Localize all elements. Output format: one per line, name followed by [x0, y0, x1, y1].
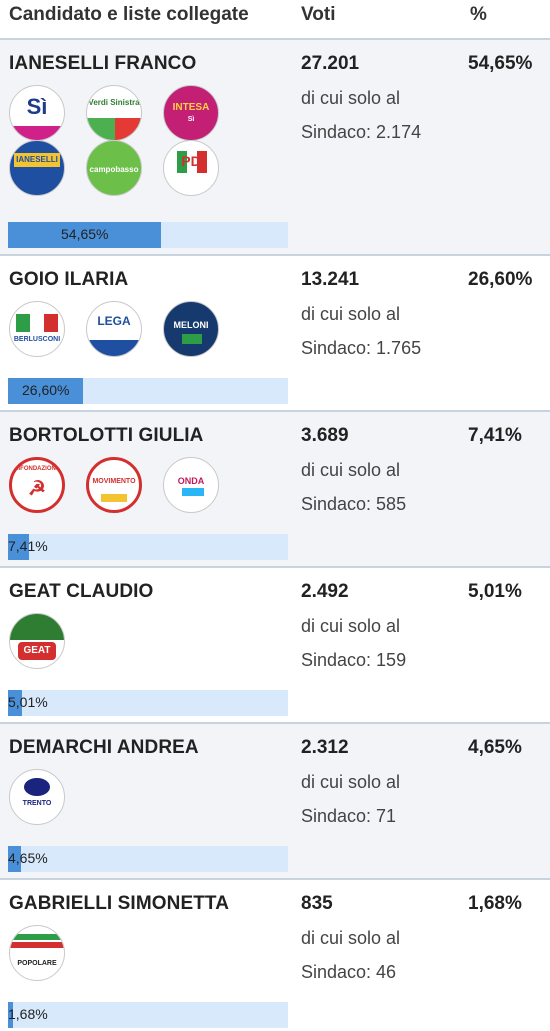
percentage-bar: 1,68%	[8, 1002, 288, 1028]
movimento-2050-logo: MOVIMENTO	[86, 457, 142, 513]
candidate-row: IANESELLI FRANCO 27.201 di cui solo al S…	[0, 40, 550, 256]
candidate-votes: 27.201	[301, 53, 360, 74]
percentage-bar: 26,60%	[8, 378, 288, 404]
percentage-bar-label: 4,65%	[8, 850, 48, 866]
sindaco-votes: Sindaco: 2.174	[301, 122, 422, 142]
candidate-percent: 1,68%	[468, 893, 522, 914]
candidate-votes: 2.492	[301, 581, 349, 602]
intesa-ianeselli-logo: INTESA Sì	[163, 85, 219, 141]
votes-subtext: di cui solo al	[301, 616, 401, 636]
candidate-name: DEMARCHI ANDREA	[9, 737, 199, 758]
ianeselli-insieme-trento-logo: IANESELLI	[9, 140, 65, 196]
votes-subtext: di cui solo al	[301, 304, 401, 324]
rifondazione-comunista-logo: RIFONDAZIONE ☭	[9, 457, 65, 513]
candidate-percent: 54,65%	[468, 53, 533, 74]
percentage-bar-fill	[8, 846, 21, 872]
percentage-bar: 4,65%	[8, 846, 288, 872]
percentage-bar-fill	[8, 690, 22, 716]
header-percent: %	[470, 4, 487, 25]
percentage-bar-label: 5,01%	[8, 694, 48, 710]
candidate-name: GOIO ILARIA	[9, 269, 129, 290]
candidate-percent: 7,41%	[468, 425, 522, 446]
results-table-header: Candidato e liste collegate Voti %	[0, 0, 550, 40]
demarchi-civic-list-logo: TRENTO	[9, 769, 65, 825]
votes-subtext: di cui solo al	[301, 928, 401, 948]
campobasso-logo: campobasso	[86, 140, 142, 196]
percentage-bar-label: 1,68%	[8, 1006, 48, 1022]
lega-salvini-logo: LEGA	[86, 301, 142, 357]
candidate-row: GABRIELLI SIMONETTA 835 di cui solo al S…	[0, 880, 550, 1031]
candidate-row: GEAT CLAUDIO 2.492 di cui solo al Sindac…	[0, 568, 550, 724]
candidate-row: BORTOLOTTI GIULIA 3.689 di cui solo al S…	[0, 412, 550, 568]
sindaco-votes: Sindaco: 46	[301, 962, 397, 982]
si-logo: Sì	[9, 85, 65, 141]
votes-subtext: di cui solo al	[301, 772, 401, 792]
candidate-percent: 26,60%	[468, 269, 533, 290]
percentage-bar-fill	[8, 534, 29, 560]
candidate-votes: 835	[301, 893, 333, 914]
candidate-percent: 5,01%	[468, 581, 522, 602]
percentage-bar-fill	[8, 222, 161, 248]
candidate-name: GABRIELLI SIMONETTA	[9, 893, 230, 914]
percentage-bar: 7,41%	[8, 534, 288, 560]
sindaco-votes: Sindaco: 1.765	[301, 338, 422, 358]
candidate-votes: 13.241	[301, 269, 360, 290]
sindaco-votes: Sindaco: 159	[301, 650, 407, 670]
candidate-row: DEMARCHI ANDREA 2.312 di cui solo al Sin…	[0, 724, 550, 880]
democrazia-sovrana-popolare-logo: POPOLARE	[9, 925, 65, 981]
header-candidate: Candidato e liste collegate	[9, 4, 249, 25]
candidate-row: GOIO ILARIA 13.241 di cui solo al Sindac…	[0, 256, 550, 412]
generazione-geat-logo: GEAT	[9, 613, 65, 669]
sindaco-votes: Sindaco: 585	[301, 494, 407, 514]
percentage-bar-fill	[8, 1002, 13, 1028]
candidate-name: GEAT CLAUDIO	[9, 581, 154, 602]
candidate-percent: 4,65%	[468, 737, 522, 758]
votes-subtext: di cui solo al	[301, 460, 401, 480]
candidate-votes: 2.312	[301, 737, 349, 758]
percentage-bar-label: 26,60%	[22, 382, 70, 398]
candidate-name: IANESELLI FRANCO	[9, 53, 197, 74]
percentage-bar-fill	[8, 378, 83, 404]
fratelli-italia-meloni-logo: MELONI	[163, 301, 219, 357]
forza-italia-logo: BERLUSCONI	[9, 301, 65, 357]
percentage-bar: 5,01%	[8, 690, 288, 716]
candidate-votes: 3.689	[301, 425, 349, 446]
candidate-name: BORTOLOTTI GIULIA	[9, 425, 204, 446]
onda-logo: ONDA	[163, 457, 219, 513]
percentage-bar-label: 7,41%	[8, 538, 48, 554]
header-votes: Voti	[301, 4, 336, 25]
pd-logo: PD	[163, 140, 219, 196]
sindaco-votes: Sindaco: 71	[301, 806, 397, 826]
percentage-bar: 54,65%	[8, 222, 288, 248]
percentage-bar-label: 54,65%	[61, 226, 109, 242]
votes-subtext: di cui solo al	[301, 88, 401, 108]
europa-verde-logo: Verdi Sinistra	[86, 85, 142, 141]
